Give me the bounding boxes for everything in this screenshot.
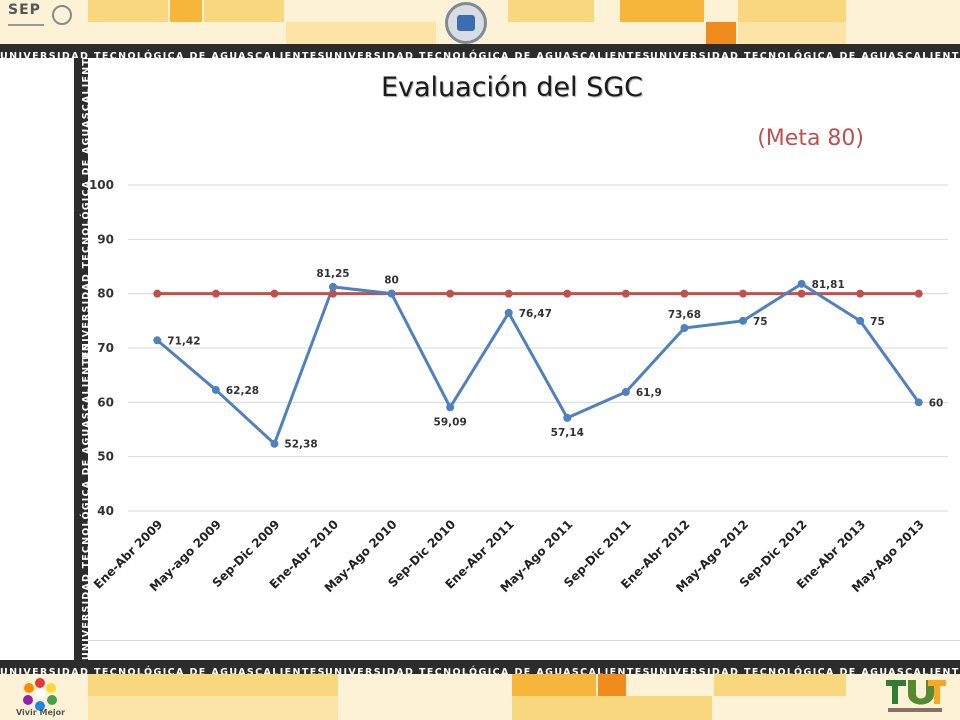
left-decoration	[8, 118, 58, 638]
chart-area: 40 50 60 70 80 90 100 Ene-Abr 2009 May-ago 2009 S…	[88, 170, 960, 641]
data-point-target	[270, 289, 279, 298]
data-point-evaluation	[446, 403, 455, 412]
banner-tile	[714, 696, 846, 720]
data-label: 62,28	[226, 385, 259, 397]
data-label: 76,47	[519, 308, 552, 320]
data-point-evaluation	[504, 308, 513, 317]
banner-tile	[508, 0, 594, 22]
banner-tile	[88, 674, 338, 696]
data-point-evaluation	[153, 336, 162, 345]
data-point-target	[153, 289, 162, 298]
data-label: 61,9	[636, 387, 662, 399]
data-point-evaluation	[387, 289, 396, 298]
data-point-target	[563, 289, 572, 298]
banner-tile	[512, 696, 712, 720]
banner-tile	[170, 0, 202, 22]
data-label: 71,42	[167, 335, 200, 347]
data-point-evaluation	[856, 316, 865, 325]
banner-tile	[738, 22, 846, 44]
data-point-target	[329, 289, 337, 298]
data-point-evaluation	[680, 324, 689, 333]
data-label: 52,38	[284, 439, 317, 451]
y-tick-label: 40	[97, 504, 114, 518]
data-label: 73,68	[668, 309, 701, 321]
banner-tile	[714, 674, 846, 696]
xx-anos-logo-icon	[886, 680, 946, 712]
data-point-evaluation	[329, 282, 337, 291]
sep-logo-text: SEP	[8, 2, 41, 18]
banner-tile	[340, 674, 510, 696]
data-point-target	[797, 289, 806, 298]
banner-tile	[88, 0, 168, 22]
banner-tile	[88, 696, 338, 720]
data-label: 60	[929, 397, 944, 409]
institution-band-text: UNIVERSIDAD TECNOLÓGICA DE AGUASCALIENTE…	[650, 51, 960, 58]
data-point-evaluation	[797, 279, 806, 288]
data-point-target	[680, 289, 689, 298]
banner-tile	[512, 674, 596, 696]
data-point-evaluation	[914, 398, 923, 407]
institution-band-text: UNIVERSIDAD TECNOLÓGICA DE AGUASCALIENTE…	[80, 58, 88, 60]
data-point-evaluation	[739, 316, 747, 325]
data-point-target	[211, 289, 220, 298]
top-banner: SEP	[0, 0, 960, 44]
banner-tile	[598, 674, 626, 696]
data-point-evaluation	[211, 385, 220, 394]
data-point-evaluation	[563, 413, 572, 422]
banner-tile	[204, 0, 284, 22]
data-point-target	[856, 289, 865, 298]
data-label: 75	[870, 316, 885, 328]
data-label: 80	[384, 275, 399, 287]
mexico-emblem-icon	[52, 5, 72, 25]
data-label: 57,14	[551, 427, 584, 439]
data-point-target	[446, 289, 455, 298]
y-tick-label: 70	[97, 341, 114, 355]
data-label: 59,09	[434, 416, 467, 428]
bottom-banner	[0, 674, 960, 720]
data-point-target	[504, 289, 513, 298]
institution-band-text: UNIVERSIDAD TECNOLÓGICA DE AGUASCALIENTE…	[0, 51, 326, 58]
institution-band-text: UNIVERSIDAD TECNOLÓGICA DE AGUASCALIENTE…	[325, 51, 651, 58]
data-label: 75	[753, 316, 768, 328]
institution-band-text: UNIVERSIDAD TECNOLÓGICA DE AGUASCALIENTE…	[81, 58, 88, 360]
y-tick-label: 50	[97, 450, 114, 464]
institution-band-bottom: UNIVERSIDAD TECNOLÓGICA DE AGUASCALIENTE…	[0, 660, 960, 674]
institution-band-text: UNIVERSIDAD TECNOLÓGICA DE AGUASCALIENTE…	[650, 667, 960, 674]
chart-subtitle: (Meta 80)	[757, 126, 864, 151]
institution-band-side: UNIVERSIDAD TECNOLÓGICA DE AGUASCALIENTE…	[74, 58, 88, 660]
banner-tile	[620, 0, 704, 22]
y-tick-label: 100	[89, 178, 114, 192]
y-tick-label: 90	[97, 232, 114, 246]
chart-title: Evaluación del SGC	[380, 72, 644, 103]
vivir-mejor-logo-icon	[23, 678, 57, 711]
left-margin	[0, 58, 74, 660]
y-tick-label: 80	[97, 287, 114, 301]
data-point-target	[739, 289, 747, 298]
y-tick-label: 60	[97, 395, 114, 409]
data-point-evaluation	[270, 439, 279, 448]
banner-tile	[286, 22, 436, 44]
institution-band-text: UNIVERSIDAD TECNOLÓGICA DE AGUASCALIENTE…	[325, 667, 651, 674]
series-line-evaluation	[156, 282, 920, 446]
data-label: 81,25	[316, 268, 349, 280]
data-point-evaluation	[621, 388, 630, 397]
banner-tile	[738, 0, 846, 22]
ut-seal-icon	[445, 2, 487, 44]
banner-tile	[706, 22, 736, 44]
sep-logo: SEP	[6, 2, 72, 32]
institution-band-text: UNIVERSIDAD TECNOLÓGICA DE AGUASCALIENTE…	[81, 342, 88, 660]
vivir-mejor-label: Vivir Mejor	[16, 708, 66, 717]
data-point-target	[914, 289, 923, 298]
data-label: 81,81	[812, 279, 845, 291]
institution-band-text: UNIVERSIDAD TECNOLÓGICA DE AGUASCALIENTE…	[0, 667, 326, 674]
data-point-target	[621, 289, 630, 298]
institution-band-top: UNIVERSIDAD TECNOLÓGICA DE AGUASCALIENTE…	[0, 44, 960, 58]
